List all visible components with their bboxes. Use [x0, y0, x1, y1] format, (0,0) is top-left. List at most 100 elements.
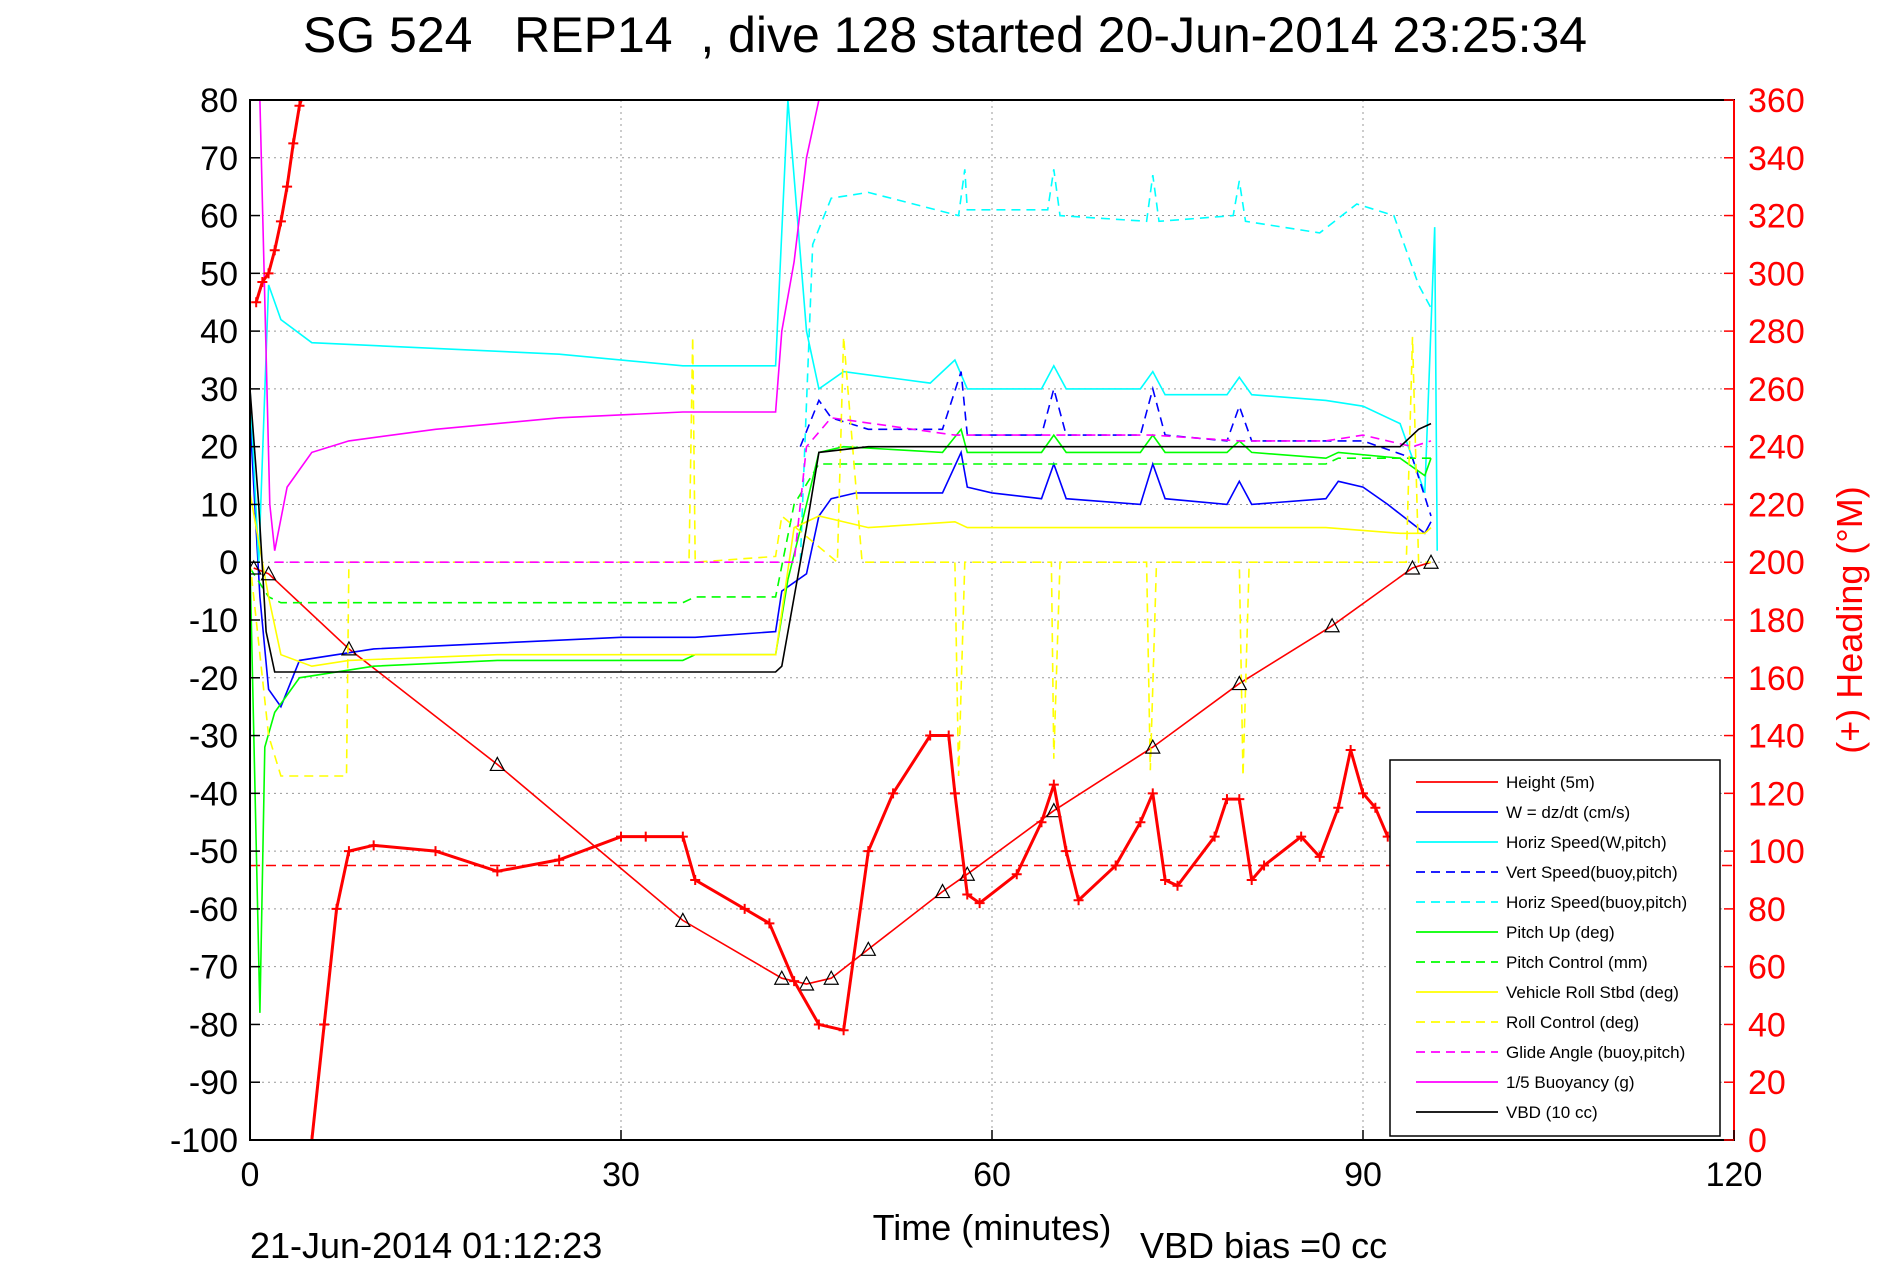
legend-entry: Pitch Up (deg): [1506, 923, 1615, 942]
y-tick-label: 50: [200, 255, 238, 293]
heading-series: [251, 81, 1393, 1140]
height-marker: [1324, 617, 1341, 633]
heading-segment: [261, 272, 270, 283]
heading-segment: [743, 907, 771, 925]
footer-timestamp: 21-Jun-2014 01:12:23: [250, 1225, 602, 1262]
series-line-2: [250, 100, 1438, 563]
height-marker: [773, 969, 790, 985]
x-tick-label: 0: [241, 1156, 260, 1194]
height-marker: [934, 883, 951, 899]
x-axis-label: Time (minutes): [873, 1207, 1112, 1248]
series-line-8: [250, 336, 1431, 777]
legend-entry: Roll Control (deg): [1506, 1013, 1639, 1032]
height-marker: [1423, 553, 1440, 569]
heading-segment: [435, 849, 498, 873]
y-tick-label: -60: [189, 891, 238, 929]
series-line-9: [274, 416, 1432, 564]
y-right-tick-label: 260: [1748, 371, 1805, 409]
y-tick-label: 70: [200, 140, 238, 178]
series-line-11: [250, 388, 1432, 673]
y-tick-label: 40: [200, 313, 238, 351]
heading-segment: [1040, 784, 1056, 823]
heading-segment: [1213, 798, 1229, 838]
y-tick-label: -80: [189, 1006, 238, 1044]
series-line-5: [250, 427, 1432, 1013]
y-axis-right-label: (+) Heading (°M): [1829, 486, 1870, 753]
heading-segment: [1114, 821, 1142, 867]
height-marker: [823, 969, 840, 985]
legend-box: [1389, 759, 1721, 1137]
y-right-tick-label: 360: [1748, 82, 1805, 120]
heading-point: [301, 81, 311, 91]
heading-segment: [1064, 850, 1081, 901]
heading-segment: [1263, 835, 1303, 867]
height-marker: [1144, 738, 1161, 754]
y-tick-label: 0: [219, 544, 238, 582]
y-right-tick-label: 200: [1748, 544, 1805, 582]
y-axis-right-ticks: 3603403203002802602402202001801601401201…: [1724, 82, 1805, 1160]
heading-segment: [1052, 784, 1068, 852]
series-line-10: [259, 100, 820, 551]
heading-segment: [1015, 821, 1043, 875]
series-line-7: [250, 492, 1432, 668]
legend-entry: VBD (10 cc): [1506, 1103, 1598, 1122]
y-tick-label: -100: [170, 1122, 238, 1160]
heading-segment: [291, 105, 301, 144]
heading-segment: [1164, 878, 1179, 888]
legend-entry: Vehicle Roll Stbd (deg): [1506, 983, 1679, 1002]
heading-segment: [818, 1022, 844, 1032]
height-marker: [1404, 559, 1421, 575]
y-tick-label: 60: [200, 198, 238, 236]
height-marker: [860, 941, 877, 956]
heading-segment: [373, 843, 436, 853]
legend-entry: 1/5 Buoyancy (g): [1506, 1073, 1635, 1092]
y-right-tick-label: 80: [1748, 891, 1786, 929]
series-line-4: [799, 169, 1432, 563]
y-tick-label: 80: [200, 82, 238, 120]
y-axis-ticks: 80 70 60 50 40 30 20 10 0 -10 -20 -30 -40 -50 -60 -70 -8…: [170, 82, 260, 1160]
heading-segment: [1237, 798, 1254, 881]
y-right-tick-label: 320: [1748, 198, 1805, 236]
heading-segment: [842, 850, 870, 1031]
y-right-tick-label: 180: [1748, 602, 1805, 640]
legend-entry: Horiz Speed(W,pitch): [1506, 833, 1667, 852]
heading-segment: [1336, 749, 1353, 809]
y-right-tick-label: 280: [1748, 313, 1805, 351]
heading-segment: [1373, 807, 1390, 838]
y-tick-label: -30: [189, 718, 238, 756]
height-marker: [260, 565, 277, 581]
heading-segment: [694, 878, 746, 911]
heading-segment: [1318, 807, 1340, 858]
height-marker: [489, 756, 506, 772]
heading-segment: [866, 792, 895, 852]
heading-segment: [966, 893, 981, 905]
heading-segment: [891, 734, 932, 795]
legend-entry: Glide Angle (buoy,pitch): [1506, 1043, 1685, 1062]
y-tick-label: -50: [189, 833, 238, 871]
heading-segment: [298, 100, 303, 107]
y-tick-label: 30: [200, 371, 238, 409]
heading-segment: [254, 281, 264, 303]
y-tick-label: -40: [189, 775, 238, 813]
y-right-tick-label: 300: [1748, 255, 1805, 293]
y-right-tick-label: 140: [1748, 718, 1805, 756]
heading-segment: [335, 850, 351, 910]
heading-segment: [322, 908, 339, 1025]
height-marker: [1231, 675, 1248, 691]
heading-segment: [792, 980, 821, 1026]
height-marker: [674, 912, 691, 928]
heading-segment: [1300, 835, 1321, 858]
x-axis-ticks: 0 30 60 90 120: [241, 1130, 1762, 1194]
y-right-tick-label: 240: [1748, 429, 1805, 467]
heading-segment: [273, 221, 283, 251]
y-right-tick-label: 340: [1748, 140, 1805, 178]
series-line-0: [253, 561, 1432, 985]
heading-segment: [947, 735, 957, 794]
heading-segment: [768, 922, 796, 982]
legend-entry: Vert Speed(buoy,pitch): [1506, 863, 1678, 882]
heading-segment: [1361, 792, 1377, 809]
footer-vbd-bias: VBD bias =0 cc: [1140, 1225, 1387, 1262]
heading-segment: [1151, 793, 1167, 881]
heading-segment: [348, 843, 375, 853]
